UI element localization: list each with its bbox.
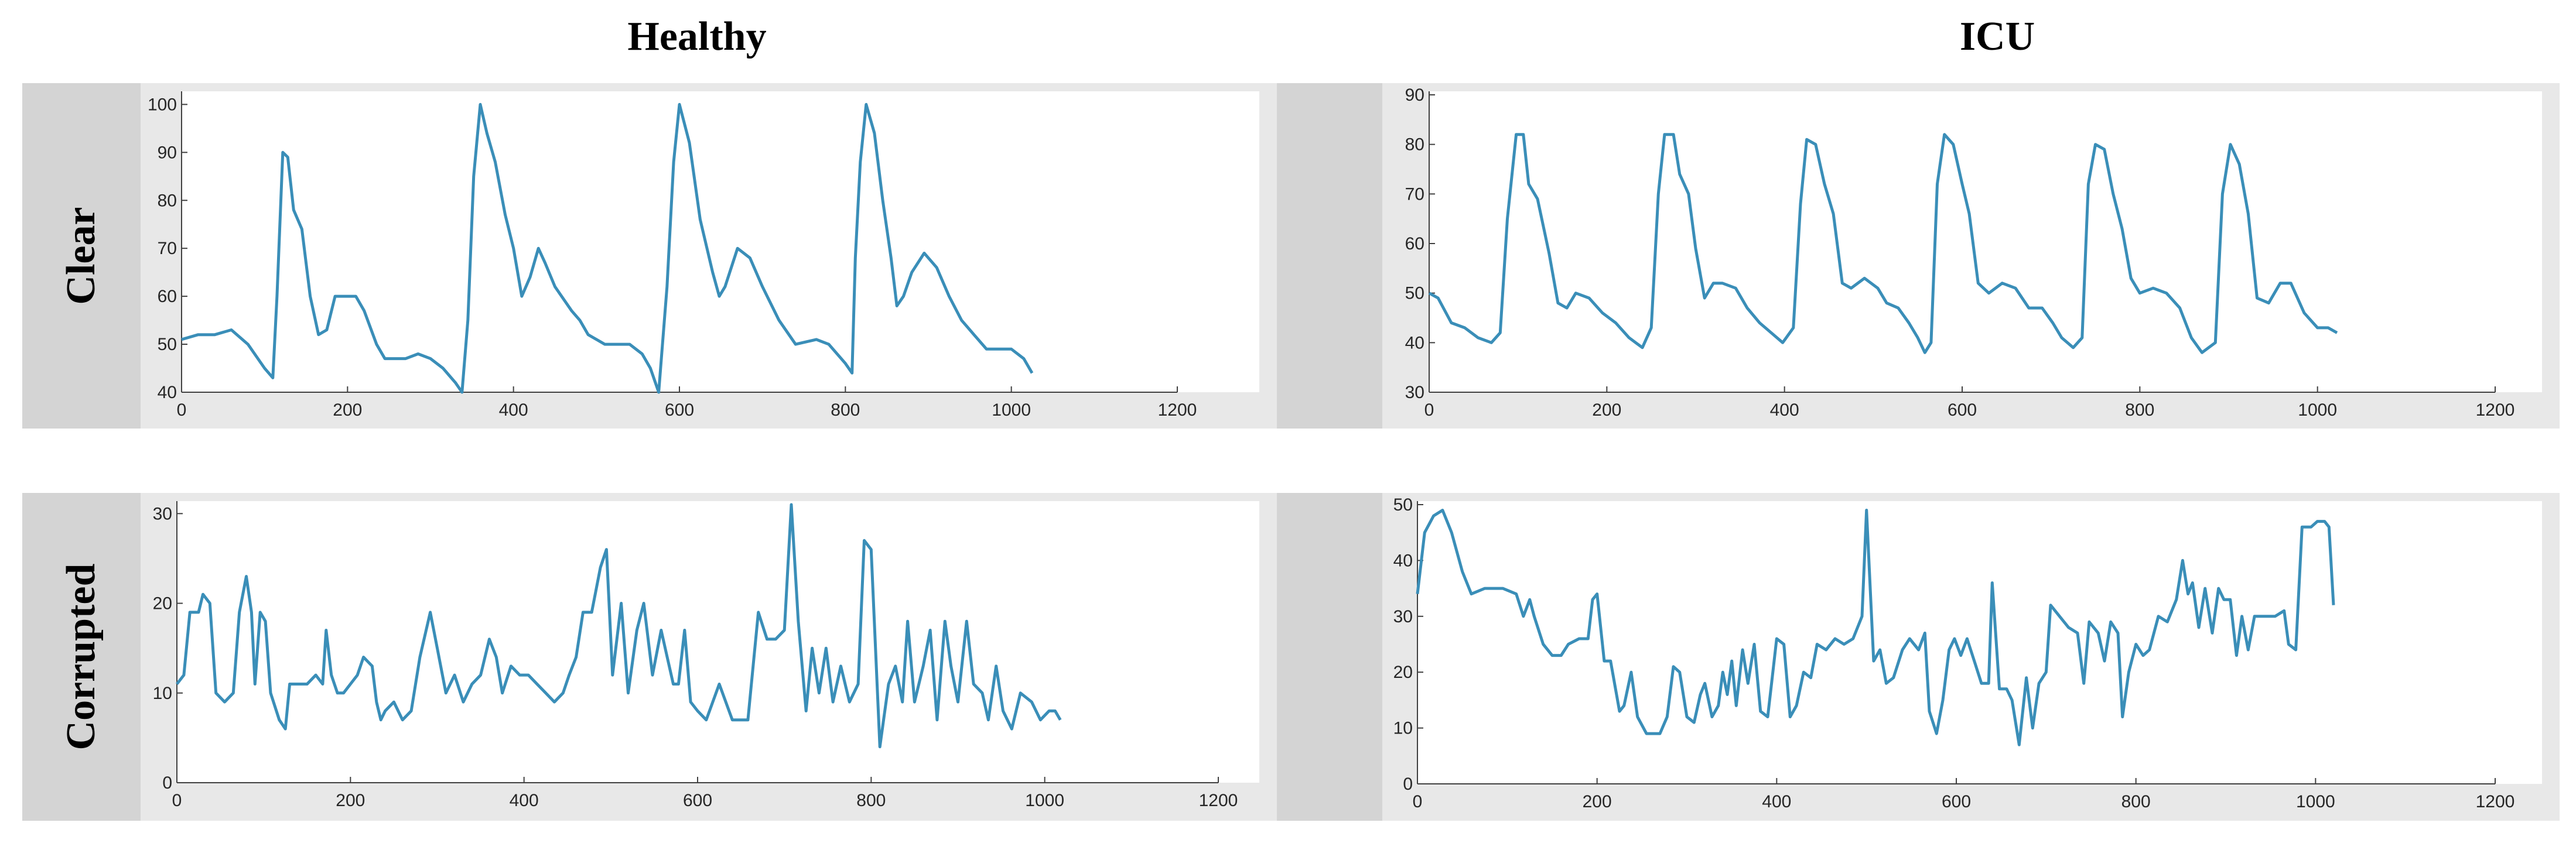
x-tick-label: 1000	[2298, 400, 2337, 420]
x-tick-label: 400	[510, 791, 539, 810]
plot-area	[177, 501, 1259, 783]
y-tick-label: 100	[148, 95, 177, 114]
icu-corrupted-left-strip	[1277, 493, 1382, 821]
series-line-icu-clear	[1428, 133, 2338, 354]
x-tick-label: 400	[499, 400, 528, 420]
y-tick-label: 90	[1405, 85, 1424, 105]
chart-panel-healthy-clear: 0 200 400 600 800 1000 1200 40 50 60 70 80 90 100	[141, 83, 1277, 429]
x-tick-label: 1000	[1025, 791, 1064, 810]
x-tick-label: 400	[1762, 792, 1791, 811]
x-tick-label: 200	[1583, 792, 1612, 811]
y-tick-label: 30	[1393, 607, 1413, 626]
x-tick-label: 0	[1413, 792, 1423, 811]
x-tick-label: 0	[177, 400, 187, 420]
chart-panel-icu-clear: 0 200 400 600 800 1000 1200 30 40 50 60 70 80 90	[1382, 83, 2560, 429]
y-tick-label: 60	[1405, 234, 1424, 253]
row-label-box-clear: Clear	[22, 83, 141, 429]
y-tick-label: 90	[158, 143, 177, 162]
series-line-healthy-corrupted	[176, 503, 1062, 749]
y-tick-label: 30	[1405, 383, 1424, 402]
chart-icu-clear: 0 200 400 600 800 1000 1200 30 40 50 60 70 80 90	[1382, 83, 2560, 429]
y-tick-label: 30	[153, 504, 172, 523]
x-tick-label: 800	[831, 400, 860, 420]
x-tick-label: 1000	[2296, 792, 2335, 811]
column-title-icu: ICU	[1959, 14, 2035, 59]
y-tick-label: 50	[1393, 495, 1413, 515]
x-tick-label: 1000	[992, 400, 1031, 420]
y-tick-label: 40	[1393, 551, 1413, 570]
x-tick-label: 800	[856, 791, 886, 810]
row-label-clear: Clear	[59, 207, 104, 305]
column-title-healthy: Healthy	[627, 14, 767, 59]
x-tick-label: 200	[336, 791, 365, 810]
plot-area	[1417, 501, 2542, 784]
x-tick-label: 1200	[2476, 400, 2515, 420]
y-tick-label: 20	[153, 594, 172, 614]
y-tick-label: 0	[162, 773, 172, 793]
y-tick-label: 80	[1405, 135, 1424, 155]
chart-panel-healthy-corrupted: 0 200 400 600 800 1000 1200 0 10 20 30	[141, 493, 1277, 821]
plot-area	[1429, 91, 2542, 392]
x-tick-label: 800	[2121, 792, 2151, 811]
chart-healthy-corrupted: 0 200 400 600 800 1000 1200 0 10 20 30	[141, 493, 1277, 821]
x-tick-label: 200	[1592, 400, 1621, 420]
x-tick-label: 1200	[1199, 791, 1238, 810]
y-tick-label: 20	[1393, 663, 1413, 682]
icu-clear-left-strip	[1277, 83, 1382, 429]
y-tick-label: 80	[158, 191, 177, 210]
y-tick-label: 0	[1403, 775, 1413, 794]
series-line-healthy-clear	[181, 102, 1034, 394]
chart-panel-icu-corrupted: 0 200 400 600 800 1000 1200 0 10 20 30 40 50	[1382, 493, 2560, 821]
chart-icu-corrupted: 0 200 400 600 800 1000 1200 0 10 20 30 40 50	[1382, 493, 2560, 821]
x-tick-label: 1200	[1158, 400, 1197, 420]
x-tick-label: 400	[1770, 400, 1799, 420]
x-tick-label: 1200	[2476, 792, 2515, 811]
y-tick-label: 70	[158, 239, 177, 258]
x-tick-label: 600	[665, 400, 694, 420]
y-tick-label: 50	[1405, 284, 1424, 303]
x-tick-label: 600	[1942, 792, 1971, 811]
plot-area	[182, 91, 1259, 392]
y-tick-label: 10	[1393, 719, 1413, 738]
chart-healthy-clear: 0 200 400 600 800 1000 1200 40 50 60 70 80 90 100	[141, 83, 1277, 429]
y-tick-label: 50	[158, 335, 177, 354]
x-tick-label: 800	[2125, 400, 2154, 420]
x-tick-label: 600	[1948, 400, 1977, 420]
y-tick-label: 40	[1405, 333, 1424, 352]
series-line-icu-corrupted	[1416, 509, 2335, 746]
y-tick-label: 10	[153, 684, 172, 703]
y-tick-label: 70	[1405, 184, 1424, 204]
y-tick-label: 40	[158, 383, 177, 402]
x-tick-label: 0	[1424, 400, 1434, 420]
x-tick-label: 600	[683, 791, 712, 810]
y-tick-label: 60	[158, 287, 177, 306]
x-tick-label: 200	[333, 400, 362, 420]
row-label-box-corrupted: Corrupted	[22, 493, 141, 821]
row-label-corrupted: Corrupted	[59, 563, 104, 751]
x-tick-label: 0	[172, 791, 182, 810]
